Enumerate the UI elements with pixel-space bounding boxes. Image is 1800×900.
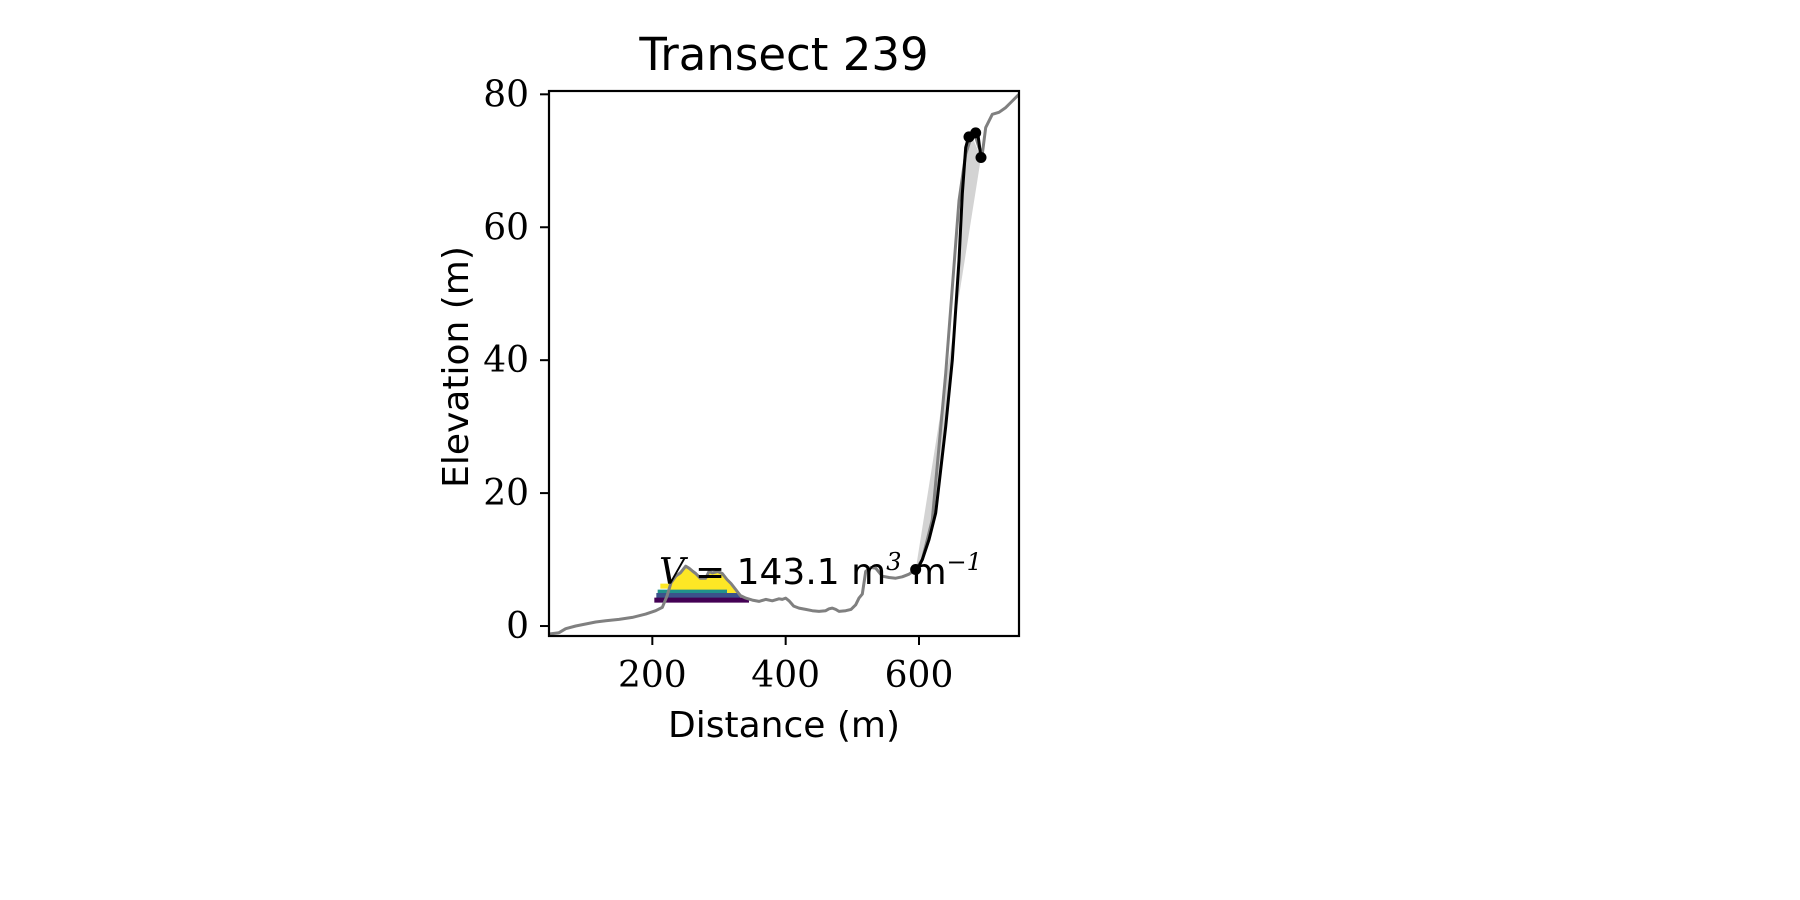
cliff-marker-3 (970, 127, 982, 139)
y-axis: 0 20 40 60 80 (483, 74, 549, 647)
volume-unit-exponent-2: −1 (947, 548, 982, 576)
plot-content (549, 93, 1019, 636)
volume-unit-2: m (911, 552, 946, 593)
volume-symbol: V (659, 552, 689, 593)
x-axis-label: Distance (m) (668, 705, 900, 746)
volume-unit-exponent-1: 3 (886, 548, 901, 576)
x-tick-label-200: 200 (618, 655, 687, 696)
cliff-marker-4 (975, 151, 987, 163)
y-axis-label: Elevation (m) (436, 246, 477, 488)
y-tick-label-40: 40 (483, 340, 529, 381)
axes-frame (547, 89, 1021, 638)
y-tick-label-80: 80 (483, 74, 529, 115)
x-axis: 200 400 600 (618, 636, 953, 696)
y-tick-label-0: 0 (506, 606, 529, 647)
cliff-marker-1 (910, 564, 922, 576)
cliff-area-fill (915, 134, 981, 570)
x-tick-label-600: 600 (885, 655, 954, 696)
terrain-profile-line (549, 93, 1019, 636)
volume-value: = 143.1 m (695, 552, 886, 593)
x-tick-label-400: 400 (751, 655, 820, 696)
chart-title: Transect 239 (638, 28, 928, 81)
volume-annotation: V = 143.1 m3 m−1 (659, 548, 982, 593)
y-tick-label-20: 20 (483, 473, 529, 514)
plot-area (549, 93, 1019, 636)
y-tick-label-60: 60 (483, 207, 529, 248)
